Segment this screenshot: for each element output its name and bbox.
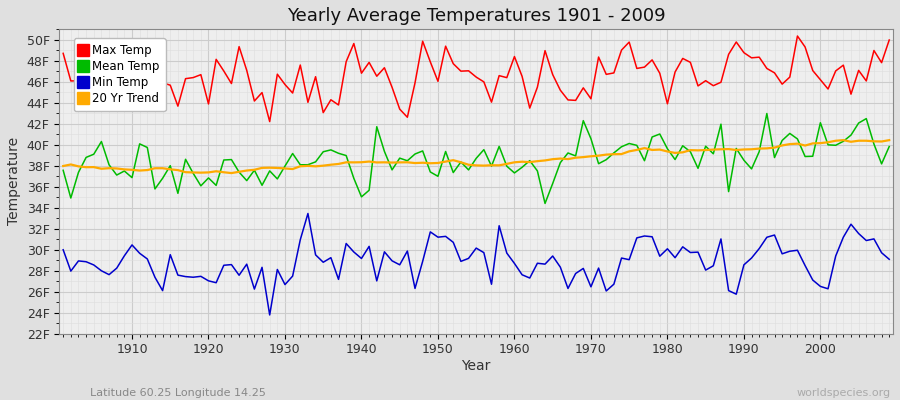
Y-axis label: Temperature: Temperature <box>7 137 21 226</box>
Title: Yearly Average Temperatures 1901 - 2009: Yearly Average Temperatures 1901 - 2009 <box>287 7 665 25</box>
Text: worldspecies.org: worldspecies.org <box>796 388 891 398</box>
X-axis label: Year: Year <box>462 359 490 373</box>
Text: Latitude 60.25 Longitude 14.25: Latitude 60.25 Longitude 14.25 <box>90 388 266 398</box>
Legend: Max Temp, Mean Temp, Min Temp, 20 Yr Trend: Max Temp, Mean Temp, Min Temp, 20 Yr Tre… <box>74 38 166 111</box>
